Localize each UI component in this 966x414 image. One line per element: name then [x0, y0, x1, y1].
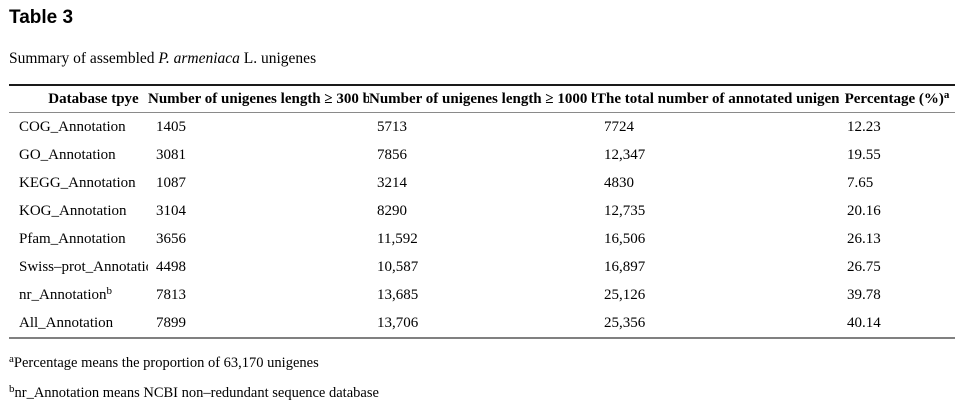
- cell-percentage: 40.14: [847, 314, 881, 331]
- table-row: All_Annotation 7899 13,706 25,356 40.14: [9, 309, 955, 338]
- cell-len300: 4498: [156, 258, 186, 275]
- cell-percentage: 26.75: [847, 258, 881, 275]
- header-row: Database tpye Number of unigenes length …: [9, 85, 955, 113]
- cell-total: 12,347: [604, 146, 646, 163]
- cell-percentage: 20.16: [847, 202, 881, 219]
- cell-len300: 3104: [156, 202, 186, 219]
- cell-len1000: 13,706: [377, 314, 419, 331]
- table-body: COG_Annotation 1405 5713 7724 12.23 GO_A…: [9, 113, 955, 339]
- header-unigenes-1000bp: Number of unigenes length ≥ 1000 bp: [369, 85, 596, 113]
- footnote-b-marker: b: [9, 383, 15, 395]
- cell-database: KOG_Annotation: [19, 202, 127, 219]
- cell-database: Pfam_Annotation: [19, 230, 126, 247]
- table-number-heading: Table 3: [9, 7, 74, 28]
- cell-len1000: 5713: [377, 118, 407, 135]
- header-total-annotated: The total number of annotated unigenes: [596, 85, 839, 113]
- table-row: GO_Annotation 3081 7856 12,347 19.55: [9, 141, 955, 169]
- caption-suffix: L. unigenes: [239, 50, 317, 67]
- footnote-b: bnr_Annotation means NCBI non–redundant …: [9, 384, 956, 403]
- cell-percentage: 19.55: [847, 146, 881, 163]
- cell-database: COG_Annotation: [19, 118, 126, 135]
- table-row: Swiss–prot_Annotation 4498 10,587 16,897…: [9, 253, 955, 281]
- table-row: KOG_Annotation 3104 8290 12,735 20.16: [9, 197, 955, 225]
- cell-total: 25,356: [604, 314, 646, 331]
- cell-len300: 7813: [156, 286, 186, 303]
- species-name-italic: P. armeniaca: [158, 50, 240, 67]
- cell-database: nr_Annotationb: [19, 284, 113, 303]
- table-row: KEGG_Annotation 1087 3214 4830 7.65: [9, 169, 955, 197]
- footnote-b-text: nr_Annotation means NCBI non–redundant s…: [14, 385, 379, 401]
- header-footnote-marker-a: a: [943, 88, 950, 101]
- row-footnote-marker-b: b: [106, 284, 113, 297]
- caption-prefix: Summary of assembled: [9, 50, 159, 67]
- header-percentage: Percentage (%)a: [839, 85, 955, 113]
- cell-total: 16,897: [604, 258, 646, 275]
- cell-len300: 1087: [156, 174, 186, 191]
- cell-len300: 3656: [156, 230, 186, 247]
- table-row: COG_Annotation 1405 5713 7724 12.23: [9, 113, 955, 142]
- cell-len300: 7899: [156, 314, 186, 331]
- cell-len300: 3081: [156, 146, 186, 163]
- cell-len1000: 7856: [377, 146, 407, 163]
- cell-percentage: 39.78: [847, 286, 881, 303]
- cell-database: Swiss–prot_Annotation: [19, 258, 148, 275]
- footnote-a-text: Percentage means the proportion of 63,17…: [13, 355, 319, 371]
- cell-len300: 1405: [156, 118, 186, 135]
- cell-percentage: 7.65: [847, 174, 874, 191]
- footnote-a-marker: a: [9, 353, 14, 365]
- header-database-type: Database tpye: [9, 85, 148, 113]
- cell-total: 25,126: [604, 286, 646, 303]
- table-row: nr_Annotationb 7813 13,685 25,126 39.78: [9, 281, 955, 309]
- cell-percentage: 26.13: [847, 230, 881, 247]
- cell-database: GO_Annotation: [19, 146, 116, 163]
- cell-total: 16,506: [604, 230, 646, 247]
- cell-total: 12,735: [604, 202, 646, 219]
- cell-database: All_Annotation: [19, 314, 114, 331]
- cell-len1000: 11,592: [377, 230, 418, 247]
- unigenes-summary-table: Database tpye Number of unigenes length …: [9, 84, 955, 339]
- footnotes-section: aPercentage means the proportion of 63,1…: [9, 354, 956, 403]
- table-row: Pfam_Annotation 3656 11,592 16,506 26.13: [9, 225, 955, 253]
- cell-len1000: 3214: [377, 174, 407, 191]
- footnote-a: aPercentage means the proportion of 63,1…: [9, 354, 956, 373]
- cell-percentage: 12.23: [847, 118, 881, 135]
- cell-len1000: 13,685: [377, 286, 419, 303]
- cell-total: 4830: [604, 174, 634, 191]
- header-unigenes-300bp: Number of unigenes length ≥ 300 bp: [148, 85, 369, 113]
- cell-len1000: 8290: [377, 202, 407, 219]
- cell-len1000: 10,587: [377, 258, 419, 275]
- table-caption: Summary of assembled P. armeniaca L. uni…: [9, 49, 956, 68]
- cell-database: KEGG_Annotation: [19, 174, 136, 191]
- cell-total: 7724: [604, 118, 634, 135]
- table-header: Database tpye Number of unigenes length …: [9, 85, 955, 113]
